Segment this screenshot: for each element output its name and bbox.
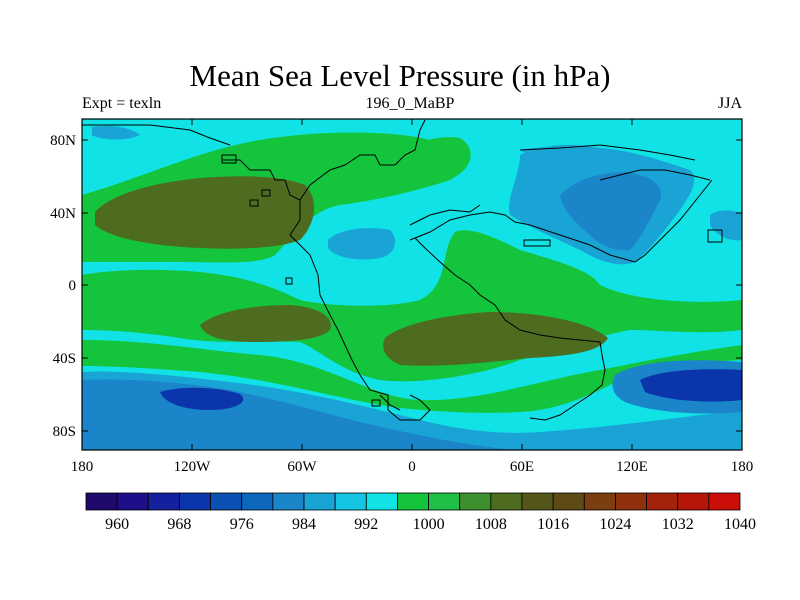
experiment-label: Expt = texln	[82, 95, 162, 112]
x-tick-label: 60E	[510, 459, 534, 475]
colorbar-label: 1024	[599, 516, 631, 533]
age-label: 196_0_MaBP	[365, 95, 455, 112]
plot-title: Mean Sea Level Pressure (in hPa)	[189, 58, 611, 93]
colorbar-swatch	[583, 492, 616, 511]
pressure-field	[82, 119, 742, 450]
colorbar-swatch	[521, 492, 554, 511]
colorbar-swatch	[210, 492, 243, 511]
colorbar-swatch	[708, 492, 741, 511]
colorbar-swatch	[615, 492, 647, 511]
x-tick-label: 120W	[174, 459, 212, 475]
colorbar-label: 976	[230, 516, 254, 533]
colorbar-swatch	[677, 492, 710, 511]
south-indian-low-inner	[640, 369, 742, 402]
colorbar-labels: 960 968 976 984 992 1000 1008 1016 1024 1032 1040	[105, 516, 756, 533]
colorbar-label: 1008	[475, 516, 507, 533]
colorbar-swatch	[179, 492, 211, 511]
colorbar-label: 1000	[413, 516, 445, 533]
colorbar-swatch	[334, 492, 367, 511]
y-tick-label: 40S	[53, 351, 76, 367]
colorbar-swatch	[490, 492, 523, 511]
x-tick-label: 180	[71, 459, 94, 475]
colorbar-label: 1016	[537, 516, 569, 533]
central-low	[328, 228, 396, 260]
pacific-east-low	[710, 210, 742, 241]
y-tick-label: 80N	[50, 133, 76, 149]
colorbar-label: 1032	[662, 516, 694, 533]
y-axis	[82, 139, 742, 432]
colorbar-swatch	[303, 492, 336, 511]
colorbar-swatch	[272, 492, 305, 511]
colorbar-swatch	[241, 492, 274, 511]
north-green-east	[395, 137, 471, 181]
north-pacific-high	[95, 176, 315, 249]
colorbar-swatch	[85, 492, 118, 511]
x-tick-label: 60W	[287, 459, 317, 475]
colorbar-swatch	[428, 492, 461, 511]
south-olive-high-west	[200, 305, 331, 342]
south-olive-high-east	[383, 312, 608, 366]
x-tick-label: 0	[408, 459, 416, 475]
southern-ocean-deep	[160, 387, 244, 410]
x-axis	[191, 119, 633, 450]
x-tick-label: 180	[731, 459, 754, 475]
y-tick-label: 40N	[50, 206, 76, 222]
colorbar-label: 968	[167, 516, 191, 533]
colorbar-swatch	[459, 492, 492, 511]
south-green-belt	[82, 340, 742, 413]
x-tick-label: 120E	[616, 459, 648, 475]
season-label: JJA	[717, 95, 742, 112]
colorbar-swatch	[552, 492, 585, 511]
colorbar-label: 992	[354, 516, 378, 533]
colorbar-swatch	[646, 492, 679, 511]
y-tick-label: 80S	[53, 424, 76, 440]
colorbar-label: 984	[292, 516, 316, 533]
asian-low-inner	[560, 172, 661, 251]
coastlines	[82, 119, 723, 421]
colorbar-swatch	[397, 492, 429, 511]
y-tick-label: 0	[69, 278, 77, 294]
colorbar-label: 960	[105, 516, 129, 533]
colorbar-swatch	[147, 492, 180, 511]
colorbar-label: 1040	[724, 516, 756, 533]
north-pacific-small-low	[92, 125, 140, 140]
colorbar	[85, 492, 741, 511]
colorbar-swatch	[116, 492, 149, 511]
colorbar-swatch	[365, 492, 398, 511]
